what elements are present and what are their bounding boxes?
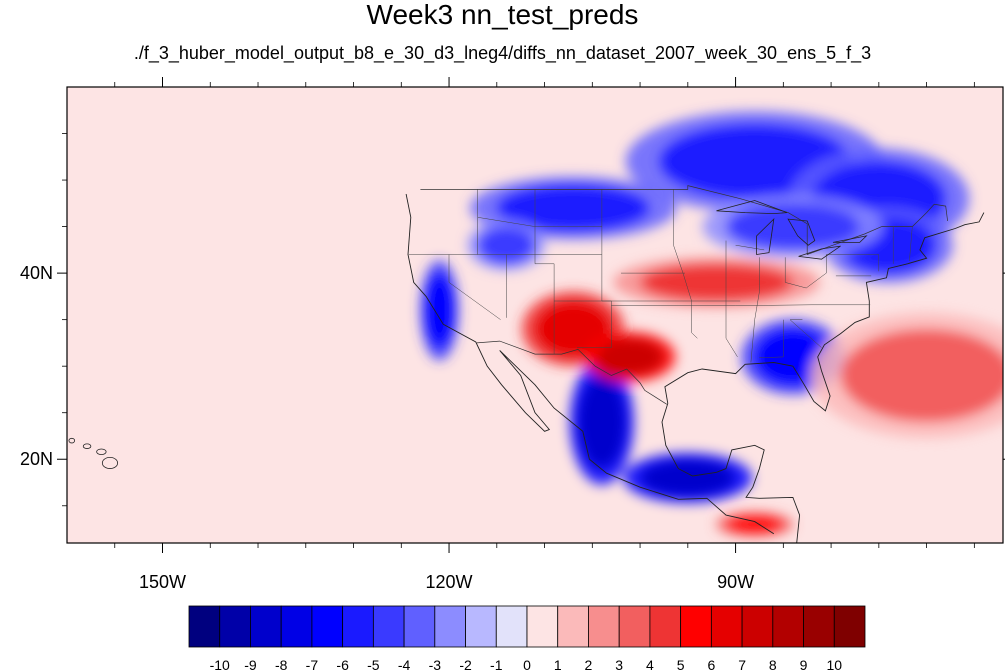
great-lake-0 bbox=[716, 200, 788, 215]
colorbar-swatch bbox=[710, 605, 743, 648]
y-tick-label: 20N bbox=[20, 449, 53, 469]
colorbar-label: -1 bbox=[490, 657, 503, 672]
colorbar-label: 10 bbox=[826, 657, 842, 672]
colorbar-label: -2 bbox=[459, 657, 472, 672]
colorbar-swatch bbox=[219, 605, 251, 648]
colorbar-label: 1 bbox=[554, 657, 562, 672]
state-border-4 bbox=[448, 254, 501, 320]
coastline-2 bbox=[661, 403, 801, 543]
map-plot-area bbox=[67, 87, 1003, 543]
coastline-1 bbox=[664, 212, 985, 412]
colorbar-swatch bbox=[311, 605, 344, 648]
anomaly-blue-great-lakes bbox=[726, 203, 860, 250]
map-frame bbox=[66, 86, 1004, 544]
anomaly-red-pacific-central-america bbox=[726, 515, 784, 534]
coastline-0 bbox=[405, 193, 775, 535]
colorbar-swatch bbox=[680, 605, 712, 648]
colorbar: -10 -9 -8 -7 -6 -5 -4 -3 -2 -1 0 1 2 3 4 5 6 7 8 9 10 bbox=[188, 605, 866, 672]
hawaii-island-0 bbox=[101, 456, 119, 469]
colorbar-label: 0 bbox=[523, 657, 531, 672]
great-lake-1 bbox=[756, 217, 775, 255]
country-border-1 bbox=[476, 340, 667, 405]
colorbar-swatch bbox=[403, 605, 436, 648]
anomaly-blue-mexico-sierra bbox=[577, 375, 626, 469]
colorbar-swatch bbox=[526, 605, 559, 648]
anomaly-red-texas bbox=[597, 338, 664, 376]
colorbar-label: -7 bbox=[306, 657, 319, 672]
colorbar-swatch bbox=[280, 605, 313, 648]
great-lake-2 bbox=[787, 218, 816, 246]
colorbar-swatch bbox=[557, 605, 589, 648]
colorbar-swatch bbox=[495, 605, 528, 648]
state-border-10 bbox=[611, 304, 871, 306]
hawaii-island-3 bbox=[68, 437, 76, 444]
state-border-20 bbox=[909, 226, 913, 262]
colorbar-label: 4 bbox=[646, 657, 654, 672]
anomaly-red-central-plains bbox=[640, 263, 793, 302]
map-coastlines bbox=[68, 185, 985, 543]
anomaly-field bbox=[420, 111, 1003, 537]
colorbar-swatch bbox=[649, 605, 682, 648]
colorbar-label: -8 bbox=[275, 657, 288, 672]
colorbar-swatch bbox=[588, 605, 620, 648]
colorbar-label: 9 bbox=[800, 657, 808, 672]
colorbar-swatch bbox=[803, 605, 835, 648]
great-lake-3 bbox=[798, 245, 841, 260]
colorbar-swatch bbox=[618, 605, 651, 648]
colorbar-label: 5 bbox=[677, 657, 685, 672]
state-border-11 bbox=[725, 240, 738, 358]
anomaly-blue-california-coast bbox=[425, 273, 454, 348]
state-border-17 bbox=[789, 319, 822, 348]
colorbar-label: 3 bbox=[615, 657, 623, 672]
colorbar-label: 8 bbox=[769, 657, 777, 672]
state-border-18 bbox=[735, 244, 765, 251]
colorbar-swatch bbox=[833, 605, 866, 648]
colorbar-label: -3 bbox=[429, 657, 442, 672]
colorbar-label: 6 bbox=[707, 657, 715, 672]
state-border-13 bbox=[759, 319, 784, 359]
state-border-3 bbox=[673, 189, 698, 339]
state-border-14 bbox=[784, 254, 827, 289]
colorbar-label: -10 bbox=[210, 657, 230, 672]
colorbar-label: -5 bbox=[367, 657, 380, 672]
colorbar-label: 2 bbox=[585, 657, 593, 672]
x-tick-label: 90W bbox=[717, 572, 754, 592]
colorbar-label: 7 bbox=[738, 657, 746, 672]
state-border-7 bbox=[477, 217, 602, 227]
colorbar-swatch bbox=[772, 605, 804, 648]
colorbar-swatch bbox=[188, 605, 221, 648]
hawaii-island-2 bbox=[82, 443, 92, 449]
anomaly-red-atlantic bbox=[840, 328, 1003, 423]
colorbar-label: -6 bbox=[336, 657, 349, 672]
y-tick-label: 40N bbox=[20, 263, 53, 283]
chart-subtitle: ./f_3_huber_model_output_b8_e_30_d3_lneg… bbox=[133, 43, 872, 63]
colorbar-swatch bbox=[250, 605, 282, 648]
chart-title: Week3 nn_test_preds bbox=[366, 0, 639, 30]
x-tick-label: 120W bbox=[426, 572, 473, 592]
state-border-12 bbox=[750, 257, 760, 363]
state-border-15 bbox=[826, 254, 880, 272]
hawaii-island-1 bbox=[96, 448, 107, 455]
anomaly-blue-southern-mexico bbox=[640, 459, 736, 497]
colorbar-swatch bbox=[741, 605, 774, 648]
map-axes: 150W 120W 90W 40N 20N bbox=[20, 77, 1005, 592]
x-tick-label: 150W bbox=[139, 572, 186, 592]
colorbar-label: -9 bbox=[244, 657, 257, 672]
great-lake-4 bbox=[832, 235, 868, 243]
colorbar-swatch bbox=[434, 605, 466, 648]
colorbar-swatch bbox=[372, 605, 405, 648]
colorbar-label: -4 bbox=[398, 657, 411, 672]
colorbar-swatch bbox=[465, 605, 497, 648]
colorbar-swatch bbox=[342, 605, 374, 648]
